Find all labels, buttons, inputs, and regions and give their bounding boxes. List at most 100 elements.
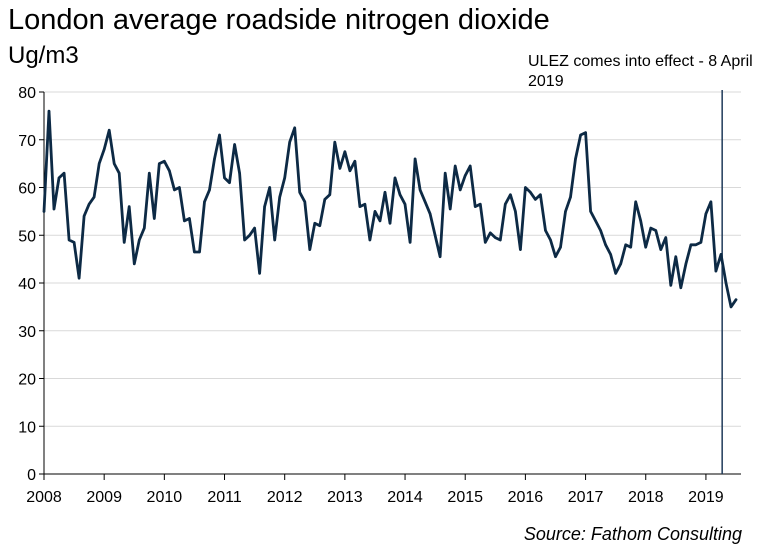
data-point (634, 200, 637, 203)
data-point (524, 186, 527, 189)
data-point (238, 172, 241, 175)
data-point (363, 203, 367, 206)
series-layer (42, 109, 738, 309)
data-point (589, 210, 592, 213)
data-point (288, 140, 291, 144)
data-point (534, 198, 537, 201)
data-point (599, 229, 602, 232)
data-point (388, 222, 392, 225)
data-point (454, 164, 457, 168)
data-point (418, 188, 422, 192)
data-point (469, 164, 472, 168)
data-point (87, 203, 91, 206)
y-tick-label: 40 (18, 276, 36, 293)
data-point (529, 191, 532, 194)
data-point (669, 284, 672, 287)
y-tick-label: 60 (18, 181, 36, 198)
data-point (629, 246, 632, 249)
data-point (123, 241, 126, 244)
data-point (108, 129, 111, 132)
data-point (373, 210, 377, 213)
data-point (318, 224, 321, 227)
data-point (559, 246, 562, 249)
data-point (709, 200, 713, 203)
data-point (684, 262, 688, 266)
data-point (368, 238, 372, 242)
y-tick-label: 50 (18, 228, 36, 245)
data-point (343, 150, 347, 153)
data-point (724, 281, 728, 285)
data-point (403, 203, 407, 206)
data-point (664, 236, 667, 239)
data-point (338, 167, 342, 170)
data-point (719, 253, 723, 256)
data-point (494, 236, 497, 239)
data-point (98, 162, 101, 165)
data-point (57, 176, 61, 180)
data-point (549, 238, 552, 242)
y-tick-label: 0 (27, 467, 36, 484)
data-point (243, 238, 246, 242)
data-point (42, 210, 46, 213)
data-point (438, 255, 442, 258)
data-point (514, 210, 517, 213)
data-point (499, 238, 502, 242)
x-tick-label: 2009 (86, 489, 122, 506)
data-point (714, 269, 718, 273)
data-point (679, 286, 682, 289)
data-point (92, 195, 96, 199)
data-point (203, 200, 206, 203)
data-point (659, 248, 662, 251)
data-point (614, 272, 617, 275)
data-point (564, 210, 567, 213)
axes (39, 91, 741, 480)
data-point (358, 205, 362, 208)
data-point (544, 229, 547, 232)
data-point (188, 217, 191, 220)
data-point (649, 226, 652, 230)
data-point (489, 231, 492, 235)
data-point (579, 133, 582, 137)
chart-title: London average roadside nitrogen dioxide (8, 4, 550, 36)
ulez-annotation: ULEZ comes into effect - 8 April 2019 (528, 53, 753, 90)
x-tick-label: 2018 (628, 489, 664, 506)
data-point (644, 246, 647, 249)
data-point (569, 195, 572, 199)
data-point (413, 157, 417, 161)
data-point (263, 205, 266, 208)
data-point (138, 238, 141, 242)
data-point (694, 243, 698, 246)
x-tick-label: 2017 (568, 489, 604, 506)
data-point (398, 193, 402, 196)
data-point (378, 219, 382, 223)
data-point (509, 193, 512, 196)
data-point (639, 219, 642, 223)
data-point (183, 219, 186, 223)
data-point (308, 248, 311, 251)
data-point (193, 250, 196, 254)
x-tick-label: 2015 (447, 489, 483, 506)
data-point (213, 157, 216, 161)
data-point (82, 214, 86, 218)
y-tick-label: 30 (18, 324, 36, 341)
x-tick-label: 2013 (327, 489, 363, 506)
data-point (328, 193, 331, 196)
data-point (233, 143, 236, 146)
data-point (459, 188, 462, 192)
x-tick-label: 2012 (267, 489, 303, 506)
data-point (218, 133, 221, 137)
data-point (143, 226, 146, 230)
data-point (273, 238, 276, 242)
data-point (178, 186, 181, 189)
x-tick-label: 2016 (508, 489, 544, 506)
data-point (223, 176, 226, 180)
data-point (148, 172, 151, 175)
data-point (604, 243, 607, 246)
data-point (729, 305, 733, 309)
data-point (283, 176, 286, 180)
data-point (168, 169, 171, 172)
data-point (47, 109, 51, 113)
data-point (554, 255, 557, 258)
data-point (428, 212, 432, 215)
